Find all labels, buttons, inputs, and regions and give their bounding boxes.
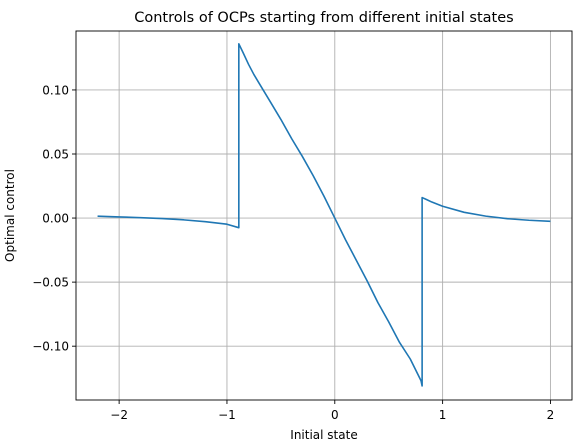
y-tick-label: 0.05 xyxy=(42,148,69,162)
series-layer xyxy=(97,43,551,387)
x-tick-label: 2 xyxy=(547,408,555,422)
x-tick-label: 0 xyxy=(331,408,339,422)
y-tick-label: −0.10 xyxy=(32,340,69,354)
x-tick-label: −1 xyxy=(218,408,236,422)
x-axis-label: Initial state xyxy=(290,428,357,442)
series-line xyxy=(97,43,551,387)
y-tick-label: 0.00 xyxy=(42,212,69,226)
y-axis-label: Optimal control xyxy=(3,169,17,262)
x-tick-label: 1 xyxy=(439,408,447,422)
grid-layer xyxy=(76,31,572,400)
chart-title: Controls of OCPs starting from different… xyxy=(134,10,513,26)
y-tick-label: 0.10 xyxy=(42,83,69,97)
y-tick-label: −0.05 xyxy=(32,276,69,290)
plot-frame xyxy=(75,30,573,401)
tick-layer: −2 −1 0 1 2 −0.10 −0.05 0.00 0.05 0.10 xyxy=(32,83,554,422)
x-tick-label: −2 xyxy=(110,408,128,422)
